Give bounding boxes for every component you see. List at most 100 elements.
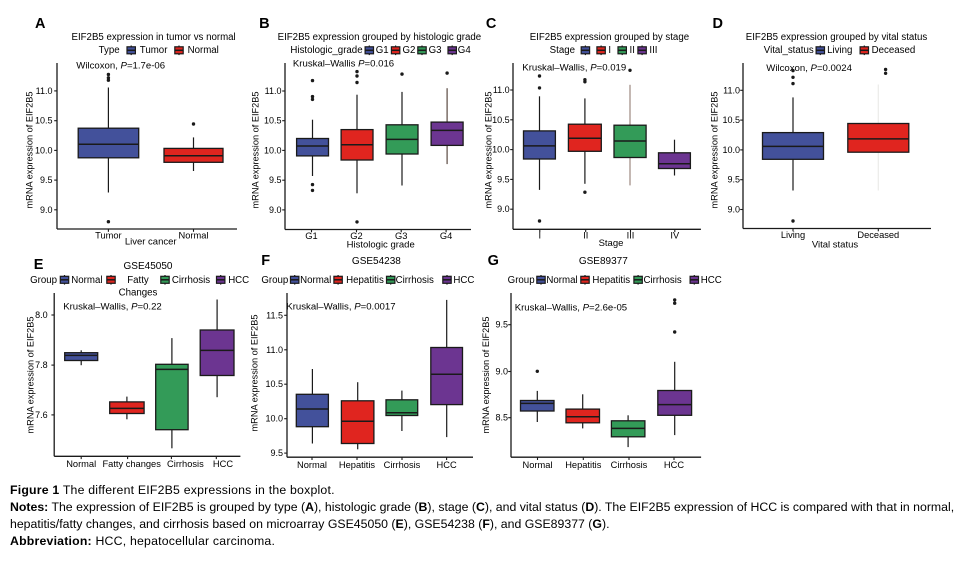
svg-text:Vital status: Vital status (812, 239, 859, 250)
svg-text:10.0: 10.0 (722, 145, 740, 155)
svg-text:Abbreviation: HCC, hepatocellu: Abbreviation: HCC, hepatocellular carcin… (10, 534, 275, 548)
svg-text:Normal: Normal (297, 460, 327, 470)
svg-text:11.0: 11.0 (36, 86, 53, 96)
svg-text:G: G (488, 253, 499, 269)
svg-text:G2: G2 (403, 45, 416, 56)
svg-text:9.0: 9.0 (497, 204, 510, 214)
svg-text:9.5: 9.5 (270, 448, 283, 458)
svg-text:mRNA expression of EIF2B5: mRNA expression of EIF2B5 (251, 92, 261, 209)
svg-text:Stage: Stage (599, 238, 624, 249)
svg-text:Kruskal–Wallis P=0.016: Kruskal–Wallis P=0.016 (293, 59, 394, 70)
svg-text:I: I (608, 45, 611, 56)
svg-text:Group: Group (508, 275, 535, 286)
svg-text:Hepatitis: Hepatitis (592, 275, 630, 286)
svg-text:9.5: 9.5 (40, 175, 53, 185)
svg-text:10.0: 10.0 (35, 145, 53, 155)
svg-text:9.0: 9.0 (269, 205, 282, 215)
svg-text:Normal: Normal (188, 45, 219, 56)
svg-text:E: E (34, 257, 44, 273)
svg-text:11.0: 11.0 (266, 345, 283, 355)
svg-text:Liver cancer: Liver cancer (125, 237, 177, 248)
svg-text:G4: G4 (440, 231, 452, 241)
svg-text:Living: Living (827, 45, 852, 56)
svg-text:Deceased: Deceased (872, 45, 916, 56)
svg-text:mRNA expression of EIF2B5: mRNA expression of EIF2B5 (250, 315, 260, 432)
svg-text:9.0: 9.0 (40, 205, 53, 215)
svg-text:Kruskal–Wallis, P=0.22: Kruskal–Wallis, P=0.22 (63, 302, 162, 313)
svg-text:11.0: 11.0 (723, 85, 740, 95)
svg-text:HCC: HCC (701, 275, 722, 286)
svg-text:G3: G3 (395, 231, 407, 241)
svg-text:Stage: Stage (550, 45, 575, 56)
svg-text:Cirrhosis: Cirrhosis (167, 459, 204, 469)
svg-text:GSE54238: GSE54238 (352, 256, 401, 267)
svg-text:EIF2B5 expression in tumor vs: EIF2B5 expression in tumor vs normal (71, 32, 235, 43)
svg-text:III: III (627, 231, 635, 241)
svg-text:hepatitis/fatty changes, and c: hepatitis/fatty changes, and cirrhosis b… (10, 517, 609, 531)
svg-text:mRNA expression of EIF2B5: mRNA expression of EIF2B5 (26, 317, 36, 434)
svg-text:10.5: 10.5 (722, 115, 740, 125)
svg-text:10.0: 10.0 (264, 145, 282, 155)
svg-text:11.0: 11.0 (493, 85, 510, 95)
svg-text:Group: Group (30, 275, 57, 286)
svg-text:Deceased: Deceased (857, 230, 899, 240)
svg-text:Fatty changes: Fatty changes (102, 459, 161, 469)
svg-text:10.0: 10.0 (492, 145, 510, 155)
svg-text:III: III (649, 45, 657, 56)
svg-text:Cirrhosis: Cirrhosis (396, 275, 434, 286)
svg-text:8.5: 8.5 (495, 413, 508, 423)
svg-text:IV: IV (670, 231, 680, 241)
svg-text:Hepatitis: Hepatitis (565, 460, 602, 470)
svg-text:EIF2B5 expression grouped by s: EIF2B5 expression grouped by stage (530, 32, 689, 43)
svg-text:Kruskal–Wallis, P=0.0017: Kruskal–Wallis, P=0.0017 (286, 302, 395, 313)
svg-text:7.8: 7.8 (35, 360, 48, 370)
svg-text:EIF2B5 expression grouped by v: EIF2B5 expression grouped by vital statu… (746, 32, 928, 43)
svg-text:Notes: The expression of EIF2B: Notes: The expression of EIF2B5 is group… (10, 500, 954, 514)
svg-text:G3: G3 (429, 45, 442, 56)
svg-text:9.5: 9.5 (269, 175, 282, 185)
svg-text:9.5: 9.5 (727, 175, 740, 185)
svg-text:Tumor: Tumor (95, 230, 122, 240)
svg-text:8.0: 8.0 (35, 310, 48, 320)
svg-text:Hepatitis: Hepatitis (346, 275, 384, 286)
svg-text:Cirrhosis: Cirrhosis (172, 275, 210, 286)
svg-text:Kruskal–Wallis, P=2.6e-05: Kruskal–Wallis, P=2.6e-05 (515, 303, 627, 314)
svg-text:mRNA expression of EIF2B5: mRNA expression of EIF2B5 (481, 317, 491, 434)
svg-text:Wilcoxon, P=1.7e-06: Wilcoxon, P=1.7e-06 (76, 61, 165, 72)
svg-text:11.5: 11.5 (266, 310, 283, 320)
svg-text:Cirrhosis: Cirrhosis (384, 460, 421, 470)
svg-text:10.5: 10.5 (264, 116, 282, 126)
svg-text:Type: Type (99, 45, 120, 56)
svg-text:11.0: 11.0 (265, 86, 282, 96)
svg-text:mRNA expression of EIF2B5: mRNA expression of EIF2B5 (484, 92, 494, 209)
svg-text:Group: Group (261, 275, 288, 286)
svg-text:HCC: HCC (664, 460, 684, 470)
svg-text:Tumor: Tumor (140, 45, 168, 56)
svg-text:10.5: 10.5 (492, 115, 510, 125)
svg-text:mRNA expression of EIF2B5: mRNA expression of EIF2B5 (710, 92, 720, 209)
svg-text:Hepatitis: Hepatitis (339, 460, 376, 470)
svg-text:Normal: Normal (300, 275, 331, 286)
svg-text:Kruskal–Wallis, P=0.019: Kruskal–Wallis, P=0.019 (522, 63, 626, 74)
svg-text:II: II (583, 231, 588, 241)
svg-text:I: I (539, 231, 542, 241)
svg-text:Changes: Changes (119, 288, 158, 299)
svg-text:G4: G4 (458, 45, 472, 56)
svg-text:9.0: 9.0 (727, 205, 740, 215)
svg-text:Normal: Normal (546, 275, 577, 286)
svg-text:A: A (35, 16, 46, 32)
svg-text:Figure 1 The different EIF2B5: Figure 1 The different EIF2B5 expression… (10, 483, 335, 497)
svg-text:Vital_status: Vital_status (764, 45, 814, 56)
svg-text:Histologic_grade: Histologic_grade (290, 45, 362, 56)
svg-text:C: C (486, 16, 497, 32)
svg-text:7.6: 7.6 (35, 410, 48, 420)
svg-text:9.0: 9.0 (495, 367, 508, 377)
svg-text:HCC: HCC (213, 459, 233, 469)
svg-text:10.5: 10.5 (265, 379, 283, 389)
svg-text:GSE45050: GSE45050 (124, 261, 173, 272)
svg-text:Normal: Normal (71, 275, 102, 286)
svg-text:mRNA expression of EIF2B5: mRNA expression of EIF2B5 (25, 92, 35, 209)
svg-text:Fatty: Fatty (127, 275, 149, 286)
svg-text:10.0: 10.0 (265, 414, 283, 424)
svg-text:Wilcoxon, P=0.0024: Wilcoxon, P=0.0024 (766, 63, 852, 74)
